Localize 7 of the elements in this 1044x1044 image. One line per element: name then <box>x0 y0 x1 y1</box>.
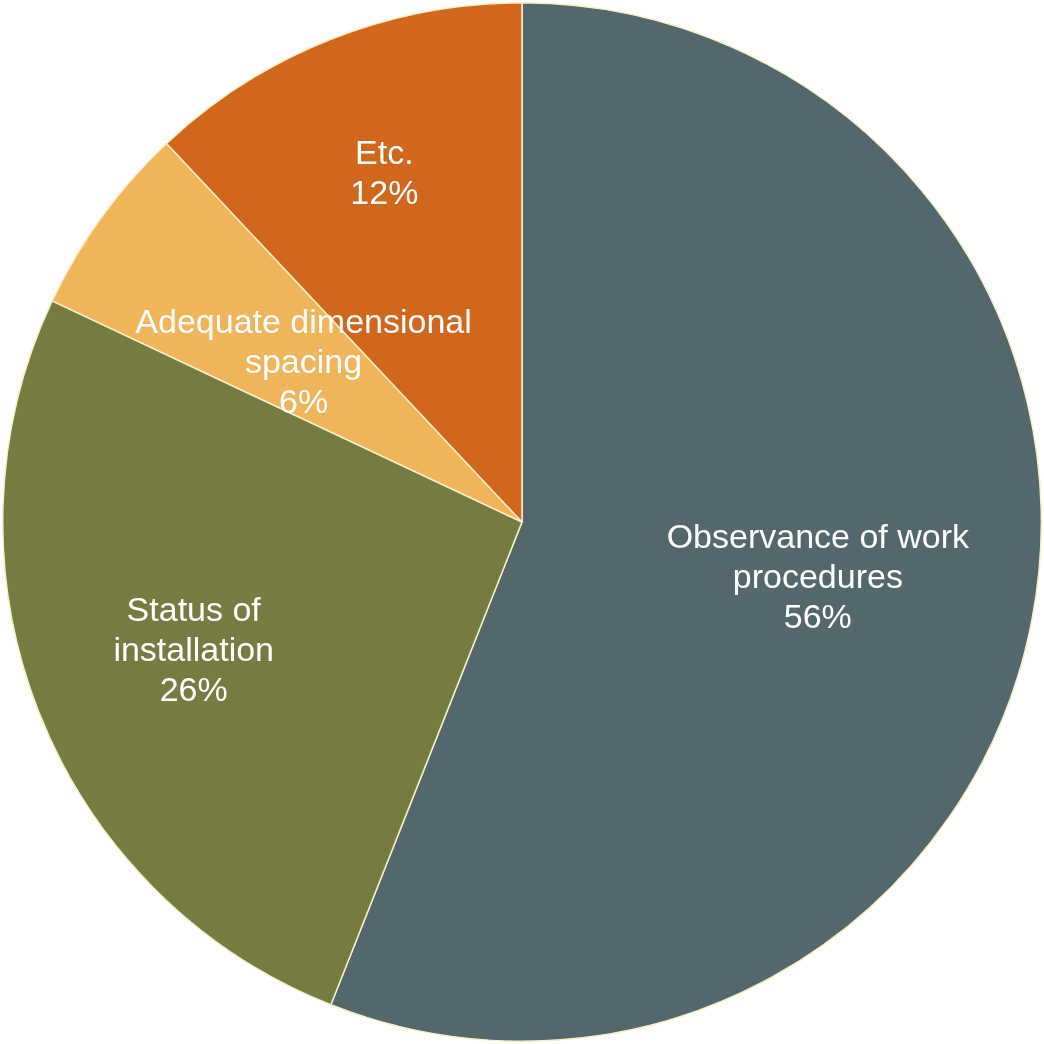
data-label: 12% <box>350 172 419 211</box>
data-label: 6% <box>278 381 329 420</box>
slice-label: Observance of work procedures <box>666 516 970 595</box>
data-label: 26% <box>159 670 228 709</box>
slice-label: Status of installation <box>113 590 275 669</box>
slice-label: Etc. <box>355 132 414 171</box>
data-label: 56% <box>783 596 852 635</box>
